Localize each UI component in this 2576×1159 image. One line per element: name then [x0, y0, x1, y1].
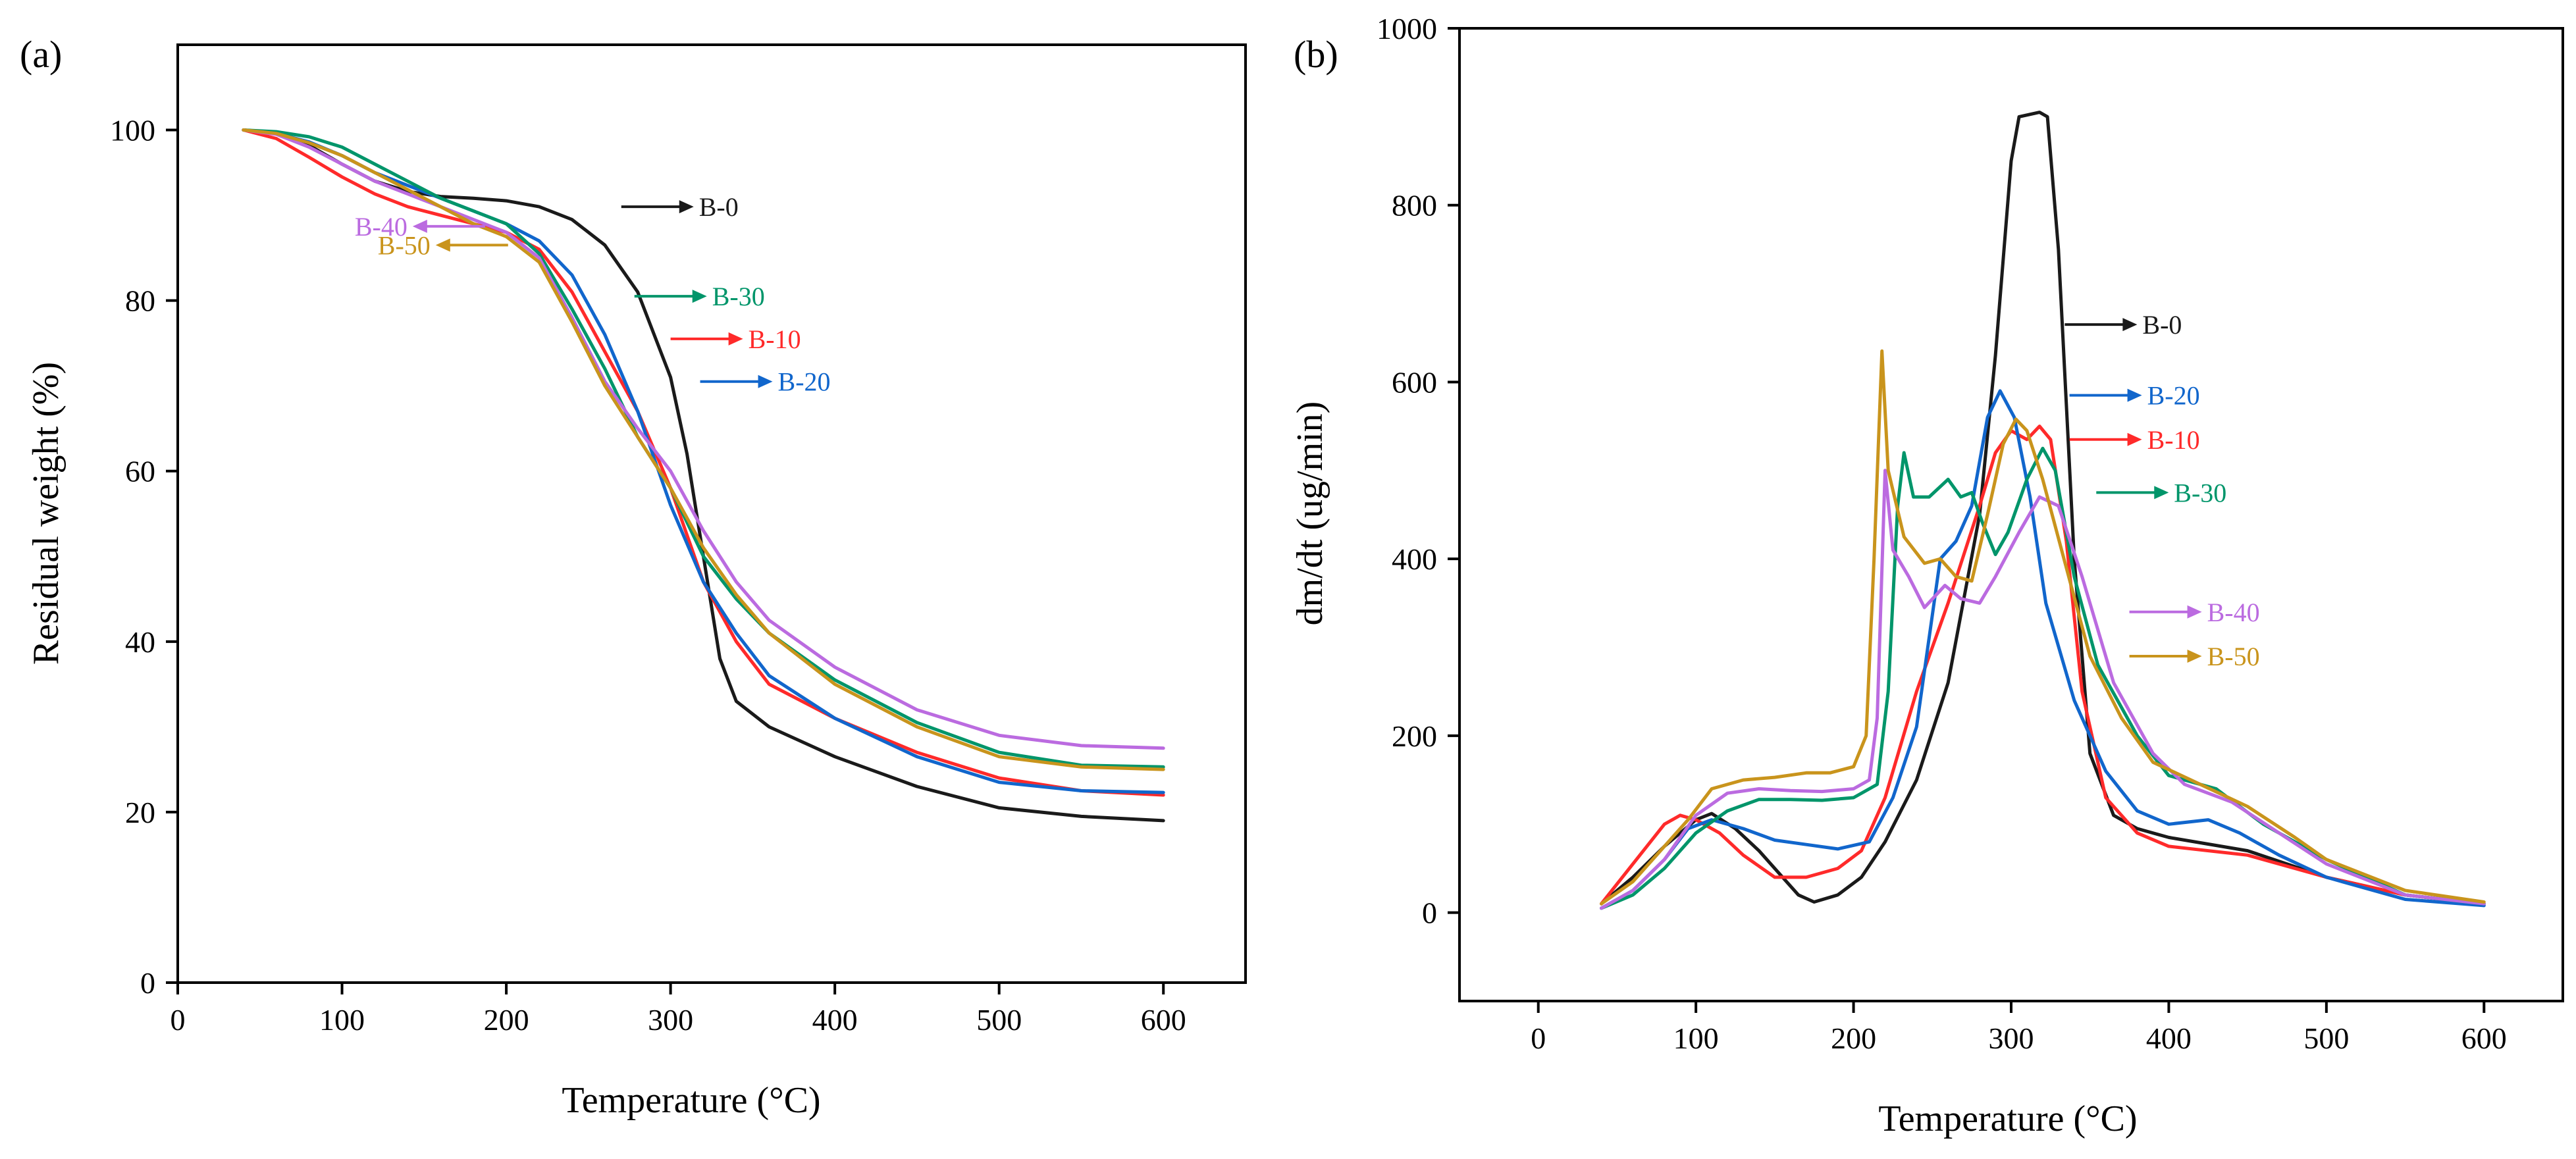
arrow-head-icon [2187, 649, 2202, 663]
chart-b-series-labels: B-0 B-10 B-20 B-30 B-40 B-50 [2064, 310, 2260, 671]
arrow-head-icon [412, 219, 427, 233]
chart-a-x-axis-label: Temperature (°C) [562, 1080, 820, 1121]
x-tick-label: 600 [1141, 1003, 1186, 1037]
chart-a-panel-label: (a) [20, 33, 62, 76]
y-tick-label: 0 [140, 966, 155, 1000]
x-tick-label: 300 [1989, 1021, 2034, 1055]
series-line-b-30 [242, 128, 1165, 769]
series-label-b-40: B-40 [2129, 598, 2260, 627]
series-label-text: B-50 [378, 230, 431, 260]
series-line-b-50 [1600, 349, 2486, 906]
y-tick-label: 20 [125, 796, 155, 829]
series-label-text: B-20 [778, 367, 831, 397]
y-tick-label: 200 [1392, 719, 1437, 753]
y-tick-label: 1000 [1377, 12, 1437, 45]
y-tick-label: 100 [110, 114, 155, 147]
chart-a-frame [176, 43, 1247, 984]
series-label-b-10: B-10 [670, 324, 801, 354]
series-label-b-0: B-0 [621, 192, 739, 222]
y-tick-label: 40 [125, 625, 155, 659]
series-line-b-10 [242, 128, 1165, 797]
series-label-b-0: B-0 [2064, 310, 2182, 340]
series-label-text: B-10 [749, 324, 801, 354]
arrow-head-icon [2187, 605, 2202, 619]
series-label-b-50: B-50 [2129, 642, 2260, 671]
y-tick-label: 600 [1392, 365, 1437, 399]
arrow-head-icon [2122, 318, 2138, 332]
y-tick-label: 400 [1392, 542, 1437, 576]
chart-a-series [242, 128, 1165, 823]
arrow-head-icon [2127, 388, 2142, 402]
chart-b-series [1600, 111, 2486, 910]
chart-a-ticks: 0 100 200 300 400 500 600 0 20 40 60 80 100 [110, 114, 1186, 1037]
arrow-head-icon [435, 238, 450, 252]
series-label-text: B-20 [2147, 381, 2200, 411]
x-tick-label: 0 [171, 1003, 186, 1037]
x-tick-label: 600 [2461, 1021, 2507, 1055]
y-tick-label: 80 [125, 284, 155, 318]
y-tick-label: 800 [1392, 189, 1437, 222]
series-label-text: B-30 [2174, 478, 2226, 507]
series-label-b-10: B-10 [2069, 425, 2200, 455]
x-tick-label: 200 [484, 1003, 529, 1037]
arrow-head-icon [728, 332, 743, 346]
series-label-text: B-30 [712, 282, 765, 311]
x-tick-label: 200 [1831, 1021, 1876, 1055]
chart-b-x-axis-label: Temperature (°C) [1878, 1098, 2137, 1139]
series-line-b-20 [1600, 389, 2486, 910]
chart-a-series-labels: B-0 B-10 B-20 B-30 B-40B-50 [355, 192, 831, 397]
series-label-text: B-0 [699, 192, 739, 222]
chart-b-y-axis-label: dm/dt (ug/min) [1290, 401, 1330, 626]
arrow-head-icon [2154, 486, 2169, 500]
series-label-b-50: B-50 [378, 230, 508, 260]
chart-a-residual-weight: (a) Temperature (°C) Residual weight (%)… [20, 33, 1247, 1121]
x-tick-label: 400 [2146, 1021, 2192, 1055]
series-line-b-50 [242, 128, 1165, 771]
series-label-b-20: B-20 [700, 367, 831, 397]
x-tick-label: 400 [812, 1003, 858, 1037]
series-line-b-40 [242, 128, 1165, 750]
series-line-b-0 [1600, 111, 2486, 906]
chart-a-y-axis-label: Residual weight (%) [26, 362, 66, 665]
series-label-b-20: B-20 [2069, 381, 2200, 411]
x-tick-label: 500 [2303, 1021, 2349, 1055]
series-label-b-30: B-30 [634, 282, 765, 311]
series-line-b-40 [1600, 469, 2486, 910]
series-label-text: B-10 [2147, 425, 2200, 455]
x-tick-label: 500 [976, 1003, 1022, 1037]
series-label-b-30: B-30 [2096, 478, 2226, 507]
arrow-head-icon [758, 374, 773, 388]
y-tick-label: 60 [125, 455, 155, 488]
x-tick-label: 300 [648, 1003, 693, 1037]
series-line-b-30 [1600, 446, 2486, 910]
series-label-text: B-40 [2207, 598, 2260, 627]
series-label-text: B-0 [2142, 310, 2182, 340]
x-tick-label: 0 [1531, 1021, 1546, 1055]
arrow-head-icon [679, 200, 694, 214]
x-tick-label: 100 [1673, 1021, 1719, 1055]
arrow-head-icon [2127, 432, 2142, 446]
x-tick-label: 100 [319, 1003, 365, 1037]
chart-b-ticks: 0 100 200 300 400 500 600 0 200 400 600 800 1000 [1377, 12, 2507, 1055]
y-tick-label: 0 [1422, 896, 1437, 930]
chart-b-panel-label: (b) [1294, 33, 1338, 76]
series-label-b-40: B-40 [355, 212, 485, 242]
chart-b-dmdt: (b) Temperature (°C) dm/dt (ug/min) 0 100… [1290, 12, 2564, 1139]
arrow-head-icon [692, 290, 707, 303]
series-label-text: B-50 [2207, 642, 2260, 671]
series-line-b-10 [1600, 425, 2486, 906]
series-label-text: B-40 [355, 212, 407, 242]
